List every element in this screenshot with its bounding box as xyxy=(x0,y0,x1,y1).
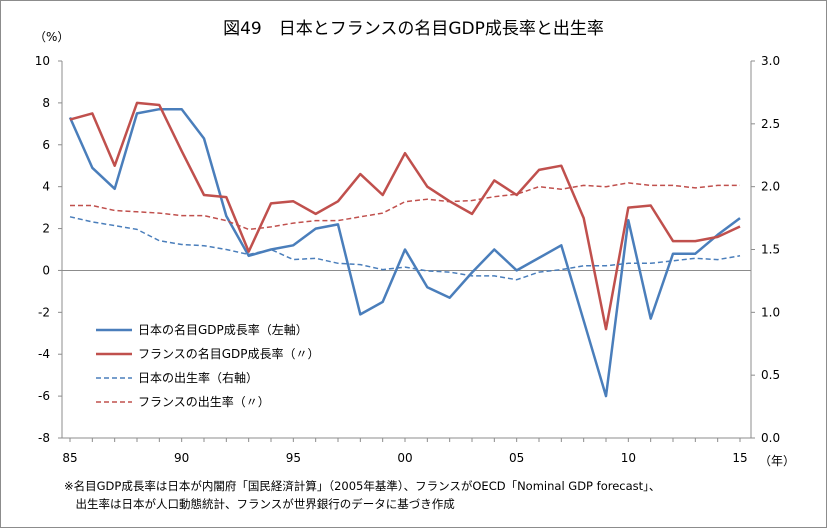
left-tick-label: 8 xyxy=(42,96,50,110)
source-note-line-2: 出生率は日本が人口動態統計、フランスが世界銀行のデータに基づき作成 xyxy=(64,497,455,511)
left-tick-label: 0 xyxy=(42,263,50,277)
right-tick-label: 1.5 xyxy=(761,243,780,257)
right-tick-label: 0.5 xyxy=(761,368,780,382)
left-tick-label: -6 xyxy=(38,389,50,403)
legend-label-4: フランスの出生率（〃） xyxy=(138,394,270,409)
x-tick-label: 85 xyxy=(62,451,77,465)
x-tick-label: 90 xyxy=(174,451,189,465)
legend-label-2: フランスの名目GDP成長率（〃） xyxy=(138,346,320,361)
legend-label-3: 日本の出生率（右軸） xyxy=(138,370,258,385)
right-tick-label: 2.0 xyxy=(761,180,780,194)
left-tick-label: -8 xyxy=(38,431,50,445)
series-line-2 xyxy=(69,101,741,331)
right-tick-label: 3.0 xyxy=(761,54,780,68)
right-tick-label: 2.5 xyxy=(761,117,780,131)
chart-title: 図49 日本とフランスの名目GDP成長率と出生率 xyxy=(223,19,604,39)
x-tick-label: 95 xyxy=(286,451,301,465)
x-tick-label: 15 xyxy=(732,451,747,465)
left-tick-label: 10 xyxy=(35,54,50,68)
left-tick-label: -2 xyxy=(38,305,50,319)
left-tick-label: 2 xyxy=(42,222,50,236)
left-axis-unit: （%） xyxy=(34,30,70,44)
x-tick-label: 05 xyxy=(509,451,524,465)
series-line-1 xyxy=(68,107,741,398)
x-tick-label: 10 xyxy=(621,451,636,465)
left-tick-label: 4 xyxy=(42,180,50,194)
right-tick-label: 0.0 xyxy=(761,431,780,445)
source-note: ※名目GDP成長率は日本が内閣府「国民経済計算」（2005年基準）、フランスがO… xyxy=(64,477,660,513)
right-tick-label: 1.0 xyxy=(761,305,780,319)
x-axis-unit: （年） xyxy=(759,454,796,468)
left-tick-label: 6 xyxy=(42,138,50,152)
series-line-3 xyxy=(69,216,741,281)
legend-label-1: 日本の名目GDP成長率（左軸） xyxy=(138,322,308,337)
series-line-4 xyxy=(70,182,740,231)
x-tick-label: 00 xyxy=(397,451,412,465)
left-tick-label: -4 xyxy=(38,347,50,361)
source-note-line-1: ※名目GDP成長率は日本が内閣府「国民経済計算」（2005年基準）、フランスがO… xyxy=(64,479,661,493)
